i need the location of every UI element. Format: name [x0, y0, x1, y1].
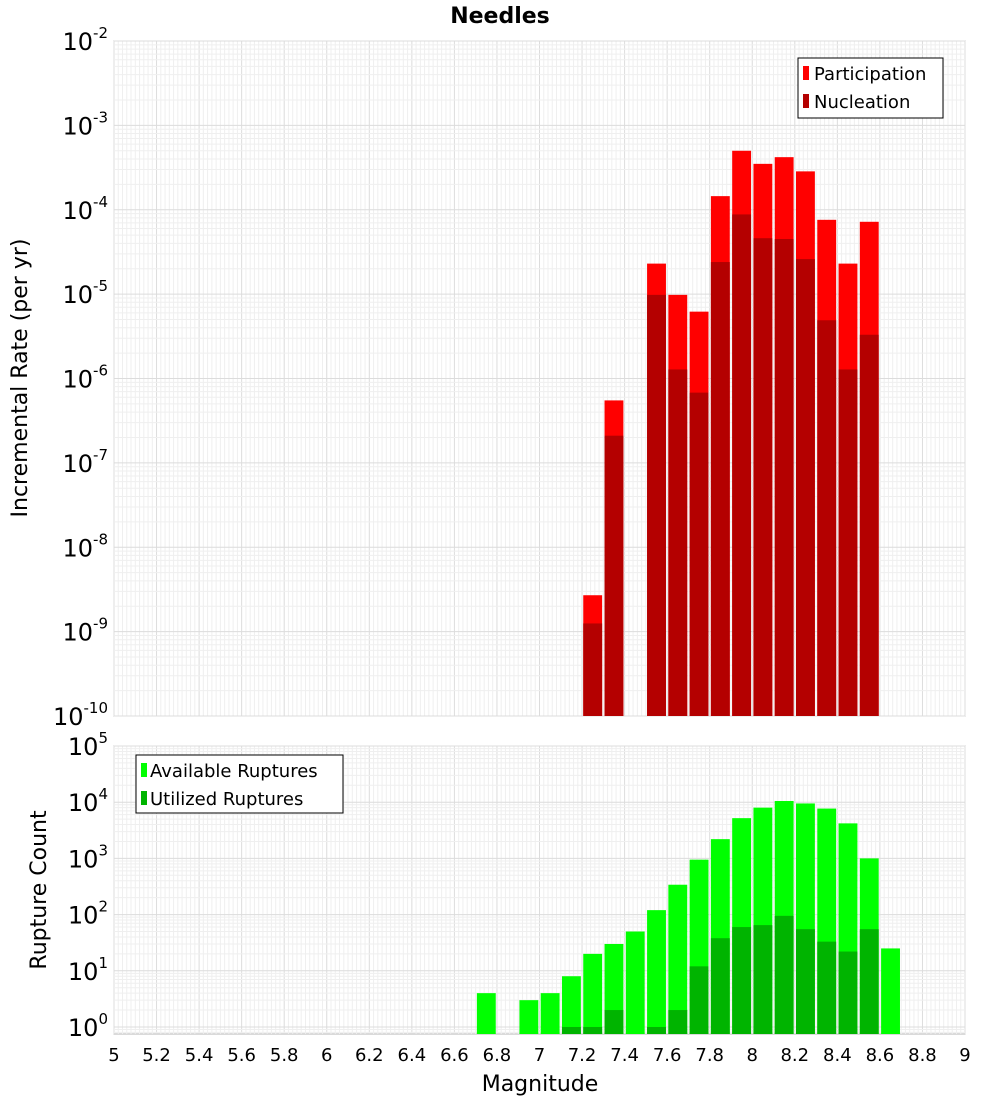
x-tick-label: 5.2 [142, 1045, 171, 1066]
y-tick-label: 103 [68, 841, 108, 873]
nucleation-bar [859, 334, 879, 716]
incremental-rate-bars [583, 150, 879, 717]
available-ruptures-bar [519, 1000, 539, 1034]
legend-swatch-available-ruptures [141, 763, 147, 777]
legend-swatch-utilized-ruptures [141, 791, 147, 805]
incremental-rate-y-axis-title: Incremental Rate (per yr) [8, 239, 33, 518]
x-tick-label: 5.6 [227, 1045, 256, 1066]
utilized-ruptures-bar [561, 1026, 581, 1034]
available-ruptures-bar [647, 910, 666, 1034]
legend-label-utilized-ruptures: Utilized Ruptures [150, 789, 303, 810]
utilized-ruptures-bar [689, 966, 709, 1034]
utilized-ruptures-bar [583, 1026, 603, 1034]
legend-label-participation: Participation [814, 64, 926, 85]
utilized-ruptures-bar [753, 925, 773, 1034]
utilized-ruptures-bar [838, 951, 858, 1034]
x-tick-label: 6.6 [440, 1045, 469, 1066]
rupture-count-y-ticks: 100 101 102 103 104 105 [68, 729, 108, 1042]
x-tick-label: 8 [747, 1045, 758, 1066]
y-tick-label: 102 [68, 898, 108, 930]
nucleation-bar [583, 623, 603, 716]
nucleation-bar [774, 239, 794, 716]
utilized-ruptures-bar [647, 1026, 666, 1034]
incremental-rate-y-ticks: 10-10 10-9 10-8 10-7 10-6 10-5 10-4 10-3 10-2 [53, 24, 108, 731]
available-ruptures-bar [540, 993, 560, 1034]
x-tick-label: 7.6 [653, 1045, 682, 1066]
y-tick-label: 104 [68, 785, 108, 817]
nucleation-bar [668, 369, 688, 716]
y-tick-label: 10-5 [62, 277, 108, 309]
nucleation-bar [604, 435, 624, 716]
y-tick-label: 10-2 [62, 24, 108, 56]
x-tick-label: 6.8 [483, 1045, 512, 1066]
x-tick-label: 6 [321, 1045, 332, 1066]
utilized-ruptures-bar [604, 1010, 624, 1034]
rupture-count-bars [476, 801, 900, 1034]
incremental-rate-grid [113, 40, 966, 717]
nucleation-bar [817, 320, 837, 716]
x-tick-label: 7.8 [695, 1045, 724, 1066]
utilized-ruptures-bar [774, 915, 794, 1034]
nucleation-bar [838, 369, 858, 716]
y-tick-label: 10-7 [62, 446, 108, 478]
chart-title: Needles [450, 4, 550, 29]
y-tick-label: 10-8 [62, 530, 108, 562]
x-tick-label: 7.2 [568, 1045, 597, 1066]
incremental-rate-legend: Participation Nucleation [797, 57, 944, 119]
utilized-ruptures-bar [817, 941, 837, 1034]
available-ruptures-bar [476, 993, 496, 1034]
utilized-ruptures-bar [732, 927, 752, 1034]
legend-swatch-nucleation [803, 94, 809, 108]
nucleation-bar [753, 238, 773, 716]
nucleation-bar [710, 262, 730, 716]
nucleation-bar [732, 214, 752, 717]
x-tick-label: 9 [959, 1045, 970, 1066]
x-tick-label: 6.2 [355, 1045, 384, 1066]
rupture-count-legend: Available Ruptures Utilized Ruptures [135, 754, 344, 814]
utilized-ruptures-bar [668, 1010, 688, 1034]
available-ruptures-bar [668, 884, 688, 1034]
x-tick-label: 6.4 [398, 1045, 427, 1066]
utilized-ruptures-bar [710, 938, 730, 1034]
y-tick-label: 10-10 [53, 699, 108, 731]
available-ruptures-bar [625, 931, 645, 1034]
x-tick-label: 8.2 [780, 1045, 809, 1066]
nucleation-bar [796, 259, 815, 716]
rupture-count-y-axis-title: Rupture Count [27, 810, 52, 970]
y-tick-label: 10-4 [62, 193, 108, 225]
incremental-rate-panel: 10-10 10-9 10-8 10-7 10-6 10-5 10-4 10-3 10-2 In… [8, 24, 966, 731]
y-tick-label: 10-6 [62, 362, 108, 394]
y-tick-label: 10-9 [62, 615, 108, 647]
x-tick-label: 7 [534, 1045, 545, 1066]
legend-label-nucleation: Nucleation [814, 92, 910, 113]
y-tick-label: 100 [68, 1010, 108, 1042]
x-tick-label: 5 [108, 1045, 119, 1066]
x-tick-label: 5.8 [270, 1045, 299, 1066]
available-ruptures-bar [583, 953, 603, 1034]
nucleation-bar [647, 294, 666, 716]
x-tick-label: 8.8 [908, 1045, 937, 1066]
magnitude-x-axis-title: Magnitude [482, 1072, 599, 1097]
x-tick-label: 5.4 [185, 1045, 214, 1066]
legend-swatch-participation [803, 66, 809, 80]
y-tick-label: 101 [68, 954, 108, 986]
available-ruptures-bar [561, 976, 581, 1034]
utilized-ruptures-bar [796, 929, 815, 1034]
y-tick-label: 105 [68, 729, 108, 761]
available-ruptures-bar [881, 948, 900, 1034]
y-tick-label: 10-3 [62, 108, 108, 140]
x-tick-label: 8.4 [823, 1045, 852, 1066]
magnitude-x-ticks: 5 5.2 5.4 5.6 5.8 6 6.2 6.4 6.6 6.8 7 7.2 7.4 7.6 7.8 8… [108, 1045, 970, 1066]
x-tick-label: 7.4 [610, 1045, 639, 1066]
utilized-ruptures-bar [859, 929, 879, 1034]
nucleation-bar [689, 392, 709, 716]
x-tick-label: 8.6 [866, 1045, 895, 1066]
rupture-count-panel: 100 101 102 103 104 105 5 5.2 5.4 5.6 5.8 6 6.2 6.4 6… [27, 729, 971, 1097]
legend-label-available-ruptures: Available Ruptures [150, 761, 318, 782]
